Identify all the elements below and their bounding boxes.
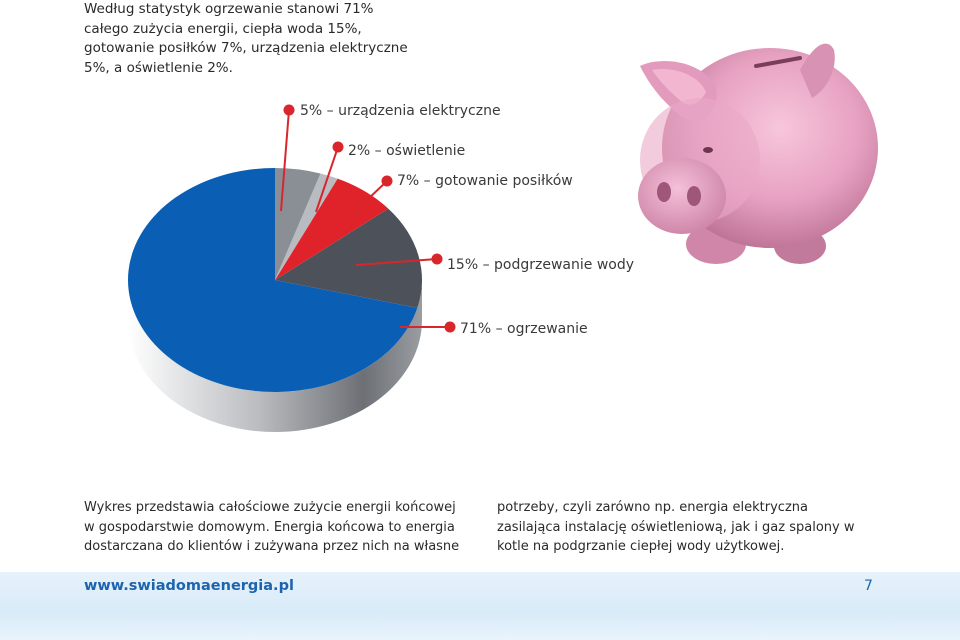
- slice-label: 2% – oświetlenie: [348, 143, 465, 159]
- pie-side-wall: [128, 280, 422, 432]
- callout-line: [280, 109, 290, 212]
- pie-slices: [128, 168, 422, 392]
- slice-label: 71% – ogrzewanie: [460, 321, 588, 337]
- callout-line: [355, 258, 438, 266]
- callout-dot: [431, 253, 443, 265]
- pie-callouts: 71% – ogrzewanie 15% – podgrzewanie wody 7…: [280, 103, 634, 337]
- pie-slice-ogrzewanie: [128, 168, 418, 392]
- pie-slice-gotowanie-posiłków: [275, 178, 389, 280]
- pie-chart: 71% – ogrzewanie 15% – podgrzewanie wody 7…: [128, 103, 634, 432]
- chart-caption-left: Wykres przedstawia całościowe zużycie en…: [84, 500, 460, 554]
- pie-slice-oświetlenie: [275, 173, 338, 280]
- pie-slice-podgrzewanie-wody: [275, 208, 422, 308]
- page-number: 7: [864, 578, 873, 594]
- chart-caption-right: potrzeby, czyli zarówno np. energia elek…: [497, 500, 855, 554]
- piggy-bank-icon: [638, 43, 878, 264]
- slice-label: 7% – gotowanie posiłków: [397, 173, 573, 189]
- pie-slice-urządzenia-elektryczne: [275, 168, 321, 280]
- page-footer: www.swiadomaenergia.pl 7: [0, 572, 960, 640]
- callout-dot: [444, 321, 456, 333]
- callout-dot: [381, 175, 393, 187]
- callout-line: [315, 146, 339, 213]
- slice-label: 15% – podgrzewanie wody: [447, 257, 634, 273]
- footer-link[interactable]: www.swiadomaenergia.pl: [84, 578, 294, 594]
- callout-dot: [283, 104, 295, 116]
- callout-line: [345, 180, 388, 221]
- callout-dot: [332, 141, 344, 153]
- slice-label: 5% – urządzenia elektryczne: [300, 103, 501, 119]
- intro-text: Według statystyk ogrzewanie stanowi 71% …: [84, 1, 408, 76]
- pie-side-surface: [128, 280, 422, 432]
